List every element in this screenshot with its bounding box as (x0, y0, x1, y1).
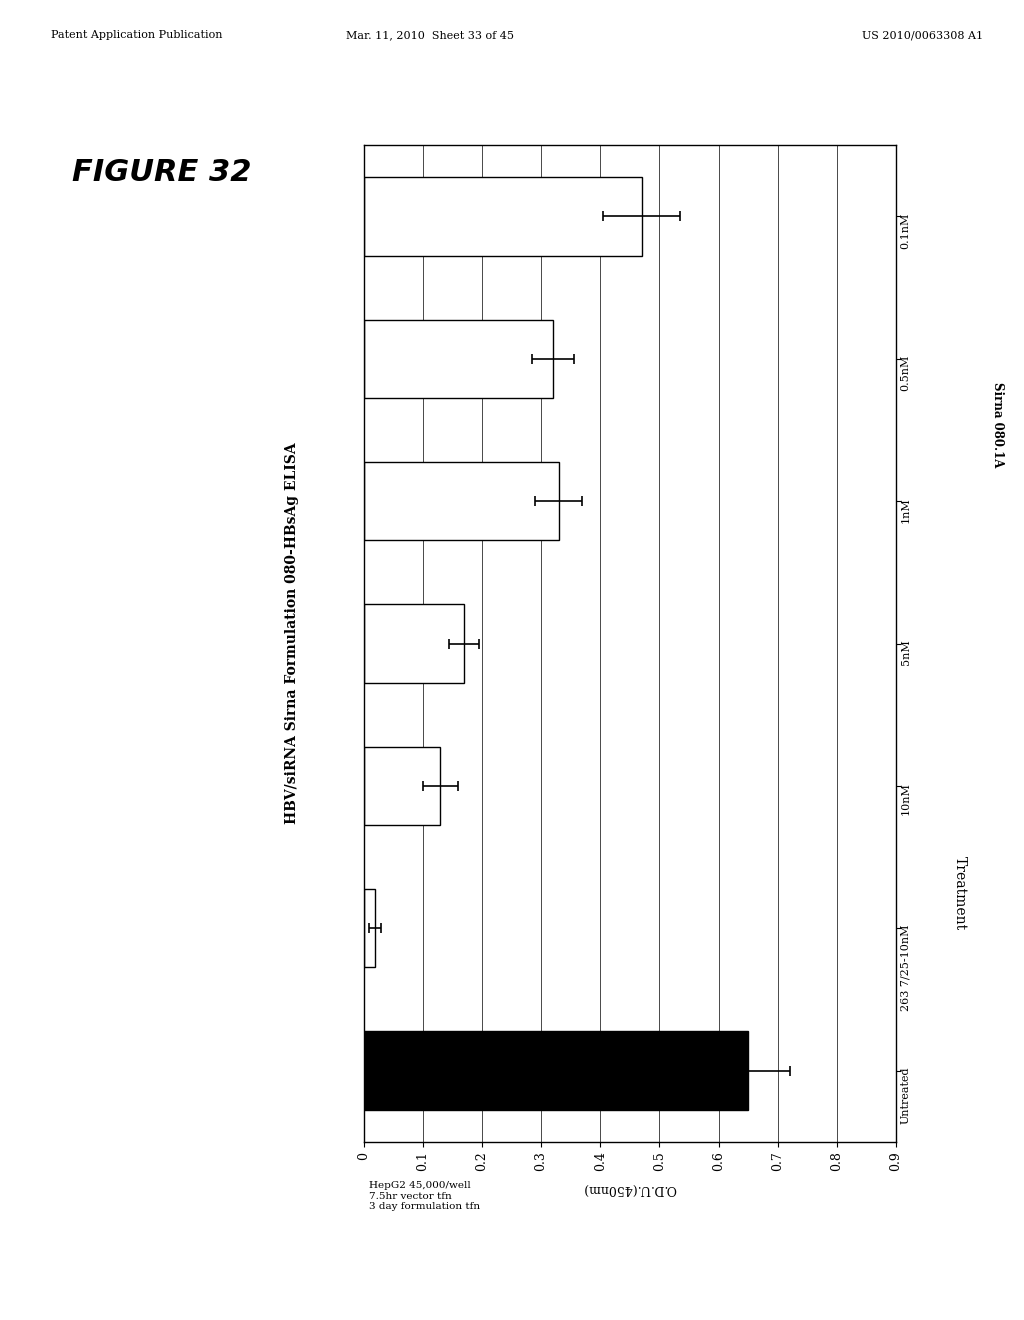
Bar (364, 1031, 749, 1110)
Text: HepG2 45,000/well
7.5hr vector tfn
3 day formulation tfn: HepG2 45,000/well 7.5hr vector tfn 3 day… (369, 1181, 480, 1212)
Text: Mar. 11, 2010  Sheet 33 of 45: Mar. 11, 2010 Sheet 33 of 45 (346, 30, 514, 41)
Bar (364, 605, 464, 682)
Text: US 2010/0063308 A1: US 2010/0063308 A1 (862, 30, 983, 41)
Bar (364, 177, 642, 256)
Text: FIGURE 32: FIGURE 32 (72, 158, 251, 187)
Text: Patent Application Publication: Patent Application Publication (51, 30, 222, 41)
Bar (364, 747, 440, 825)
Text: HBV/siRNA Sirna Formulation 080-HBsAg ELISA: HBV/siRNA Sirna Formulation 080-HBsAg EL… (285, 442, 299, 825)
Text: Treatment: Treatment (953, 855, 967, 929)
Bar (364, 319, 553, 397)
Bar (364, 890, 376, 968)
X-axis label: O.D.U.(450nm): O.D.U.(450nm) (583, 1183, 677, 1196)
Bar (364, 462, 559, 540)
Text: Sirna 080.1A: Sirna 080.1A (990, 381, 1004, 467)
